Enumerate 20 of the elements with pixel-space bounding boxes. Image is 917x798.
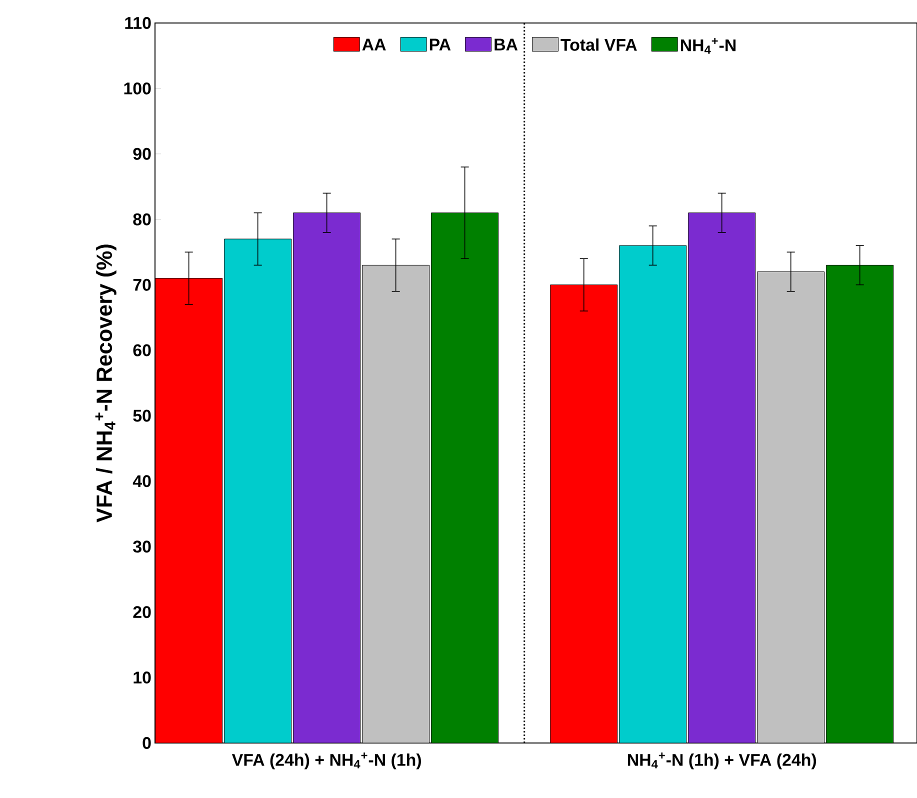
y-tick-label: 30 <box>133 540 151 553</box>
y-axis-title: VFA / NH$_{4}$$^{+}$-N Recovery (%) <box>95 244 116 522</box>
y-tick-label: 70 <box>133 278 151 291</box>
y-tick-label: 20 <box>133 606 151 618</box>
y-tick-label: 0 <box>142 737 151 749</box>
legend-label: NH$_{4}$$^{+}$-N <box>680 38 736 54</box>
y-tick-label: 90 <box>133 148 151 160</box>
legend-label: AA <box>362 38 386 50</box>
x-tick-label: NH$_{4}$$^{+}$-N (1h) + VFA (24h) <box>628 752 816 770</box>
x-tick-label: VFA (24h) + NH$_{4}$$^{+}$-N (1h) <box>232 752 421 770</box>
y-tick-label: 110 <box>125 16 151 29</box>
legend-label: Total VFA <box>560 38 637 51</box>
y-tick-label: 100 <box>124 82 151 94</box>
legend-label: BA <box>494 38 518 50</box>
y-tick-label: 50 <box>133 410 151 422</box>
y-tick-label: 10 <box>134 672 151 684</box>
y-tick-label: 60 <box>133 344 151 356</box>
y-tick-label: 80 <box>133 213 151 226</box>
legend-label: PA <box>430 38 451 50</box>
y-tick-label: 40 <box>132 475 151 488</box>
